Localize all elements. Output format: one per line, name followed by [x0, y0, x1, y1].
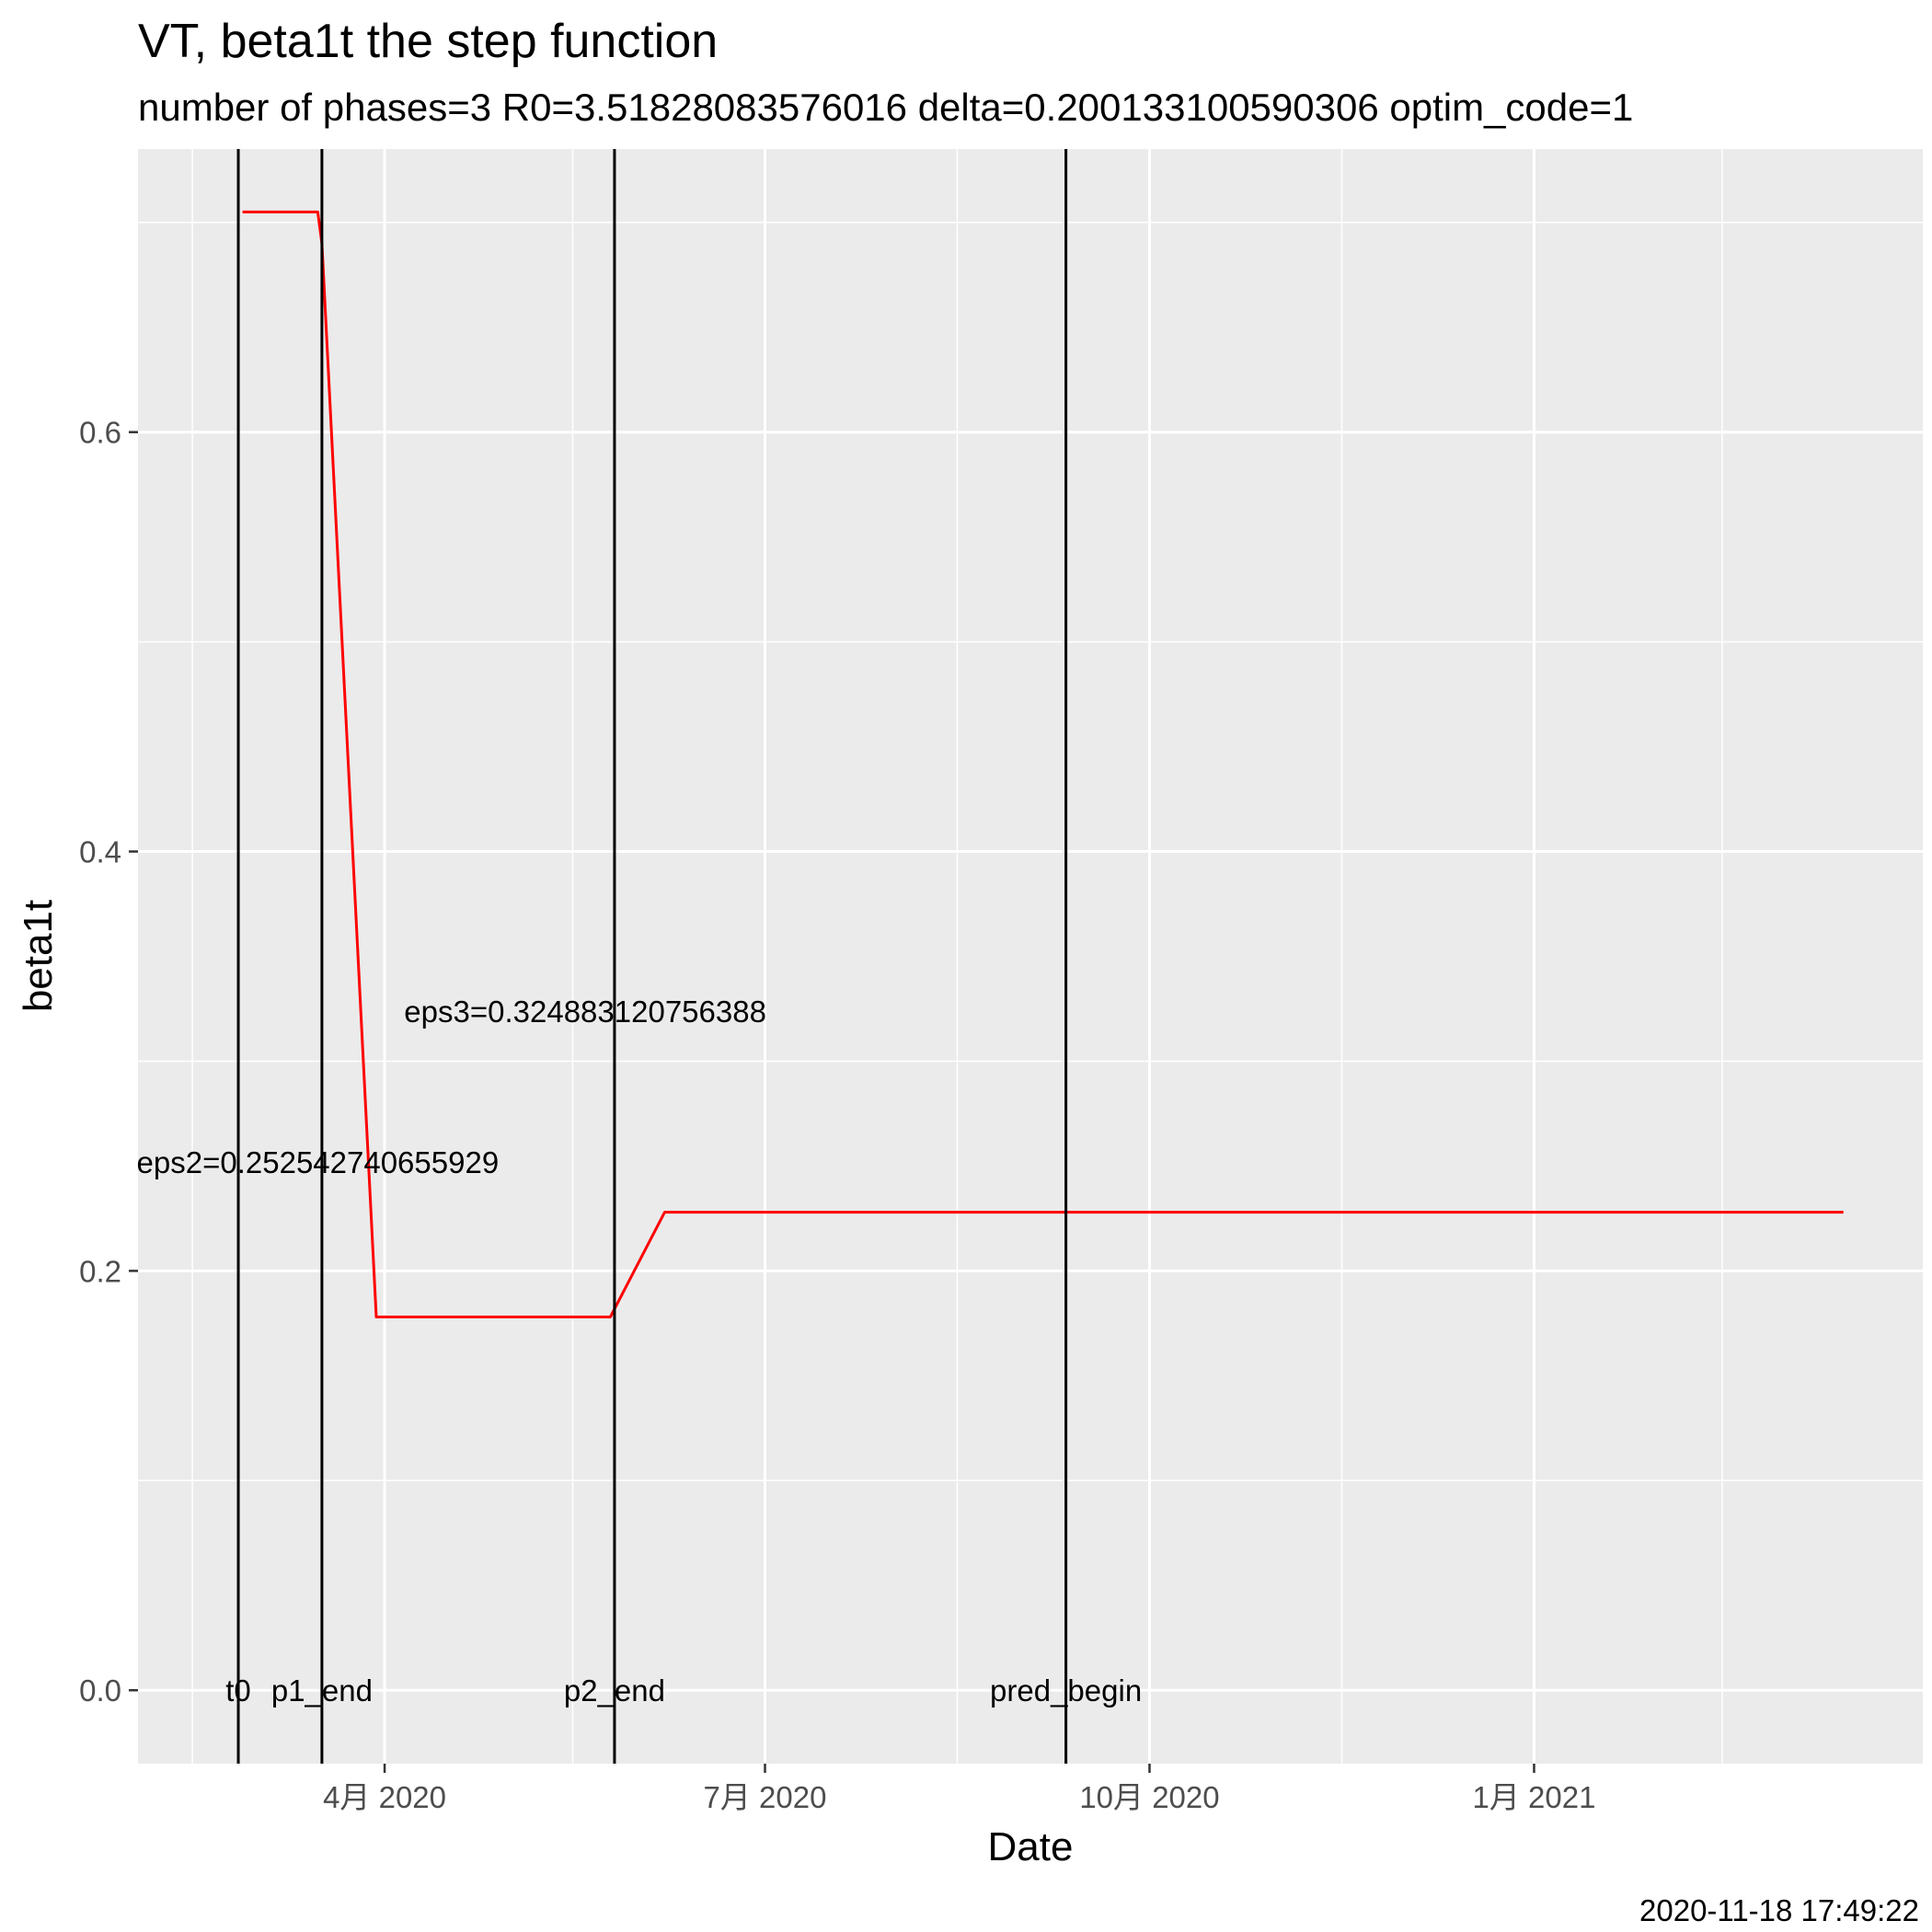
x-tick-label: 1月 2021: [1473, 1780, 1596, 1814]
reference-lines: t0 p1_end p2_end pred_begin: [225, 149, 1142, 1764]
plot-panel: [138, 149, 1923, 1764]
vline-label-p1-end: p1_end: [271, 1673, 373, 1708]
y-tick-label: 0.0: [79, 1673, 121, 1708]
vline-label-pred-begin: pred_begin: [990, 1673, 1142, 1708]
beta1t-line: [242, 210, 1844, 1318]
axes: 0.0 0.2 0.4 0.6 4月 2020 7月 2020 10月 2020 1月 202…: [79, 416, 1595, 1814]
annotation-eps3: eps3=0.324883120756388: [404, 995, 766, 1029]
annotation-eps2: eps2=0.252542740655929: [137, 1145, 500, 1179]
series-layer: [242, 210, 1844, 1318]
chart-caption: 2020-11-18 17:49:22: [1639, 1893, 1919, 1927]
x-tick-label: 10月 2020: [1079, 1780, 1219, 1814]
chart-title: VT, beta1t the step function: [138, 15, 718, 68]
y-tick-label: 0.2: [79, 1254, 121, 1288]
vline-label-t0: t0: [225, 1673, 251, 1708]
y-tick-label: 0.6: [79, 416, 121, 450]
vline-label-p2-end: p2_end: [564, 1673, 665, 1708]
annotations: eps2=0.252542740655929 eps3=0.32488312075…: [137, 995, 766, 1179]
y-axis-title: beta1t: [16, 900, 61, 1012]
x-axis-title: Date: [988, 1824, 1074, 1869]
grid: [138, 149, 1923, 1764]
chart-subtitle: number of phases=3 R0=3.51828083576016 d…: [138, 86, 1633, 129]
x-tick-label: 4月 2020: [323, 1780, 446, 1814]
y-tick-label: 0.4: [79, 835, 121, 869]
x-tick-label: 7月 2020: [704, 1780, 827, 1814]
